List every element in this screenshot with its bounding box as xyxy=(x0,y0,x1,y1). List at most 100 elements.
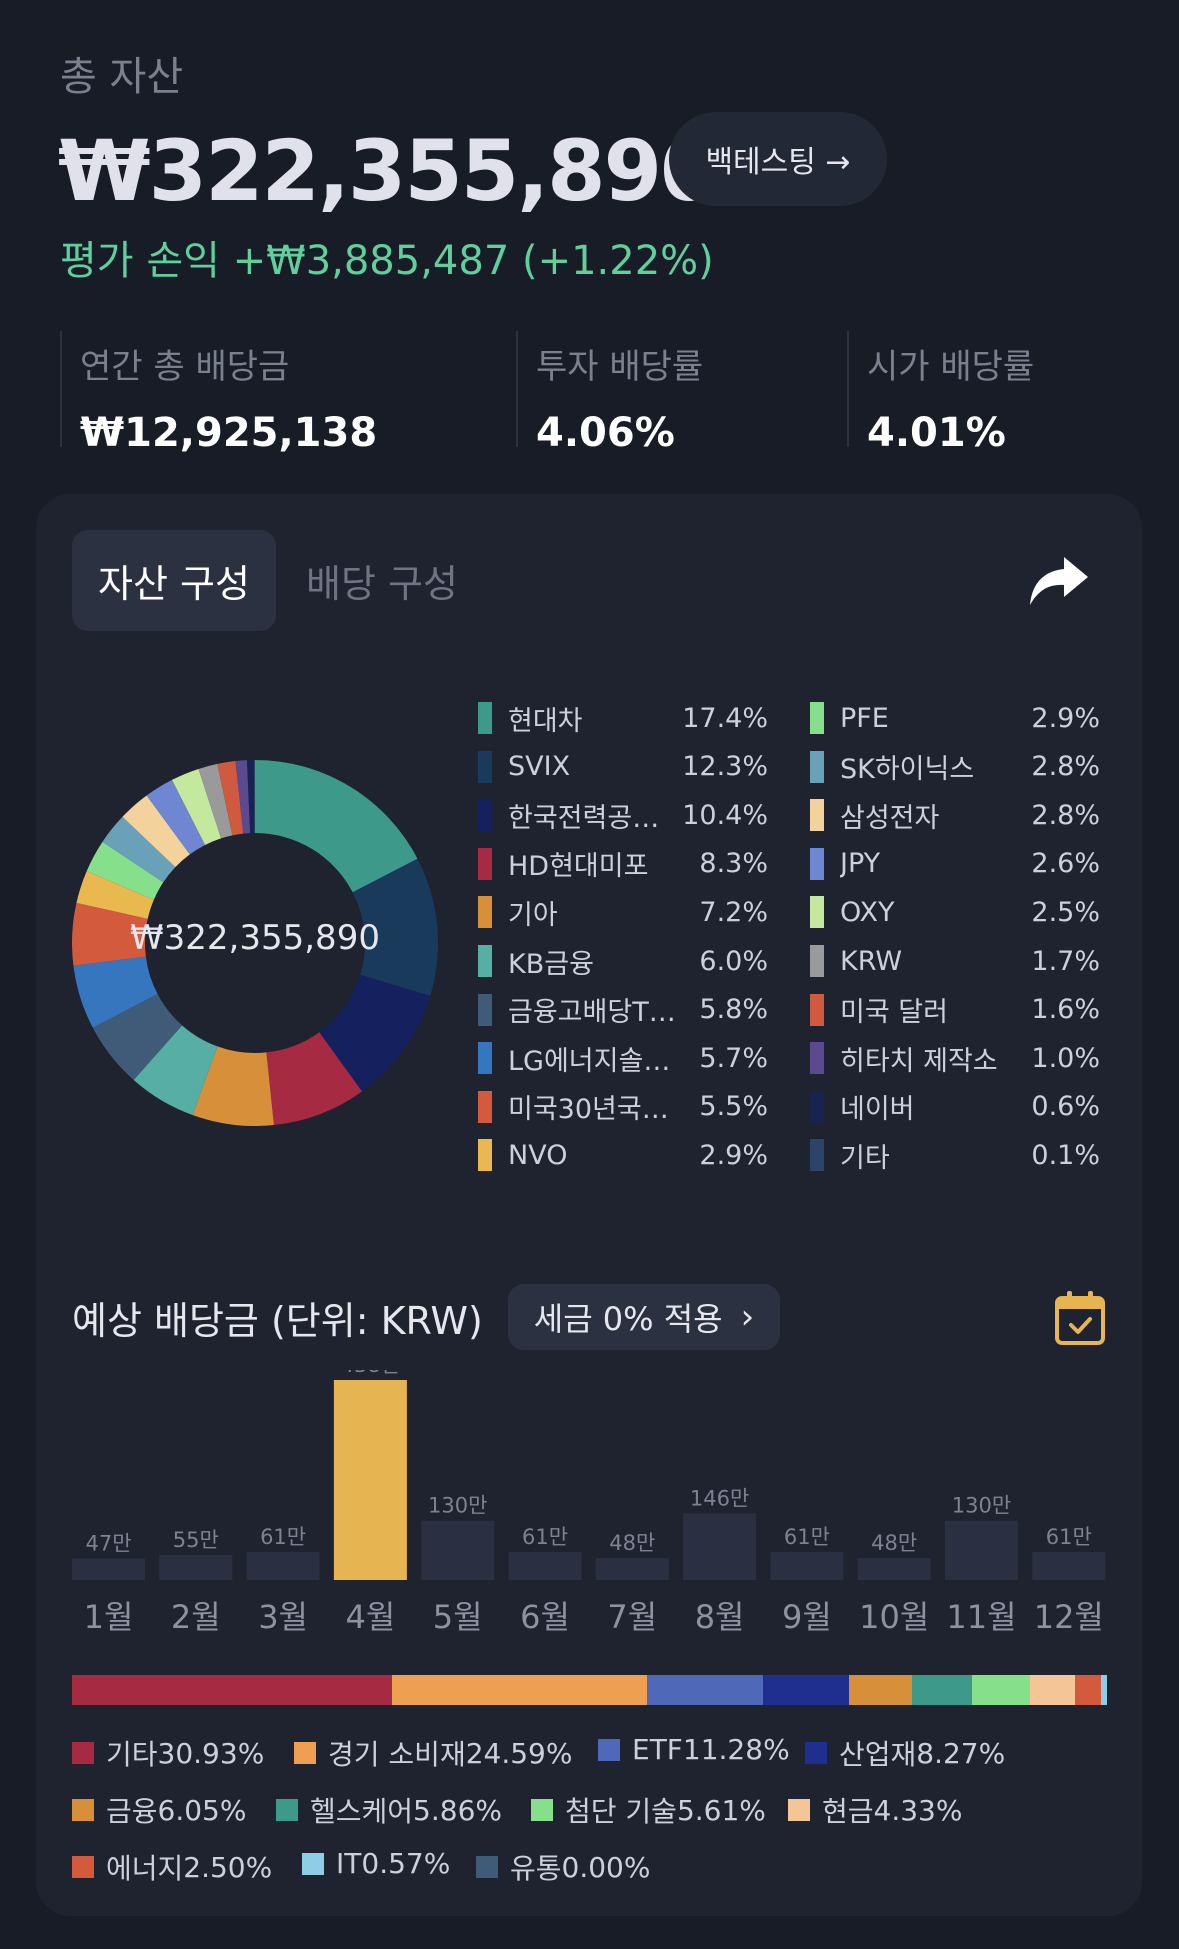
legend-swatch xyxy=(478,993,492,1026)
legend-item: JPY 2.6% xyxy=(810,840,1100,888)
bar-value-label: 47만 xyxy=(85,1532,131,1556)
sector-segment xyxy=(972,1675,1031,1705)
sector-swatch xyxy=(805,1742,827,1764)
sector-percent: 30.93% xyxy=(157,1736,265,1770)
legend-item: 미국30년국… 5.5% xyxy=(478,1083,768,1131)
monthly-dividend-bar-chart: 47만 55만 61만 438만 130만 61만 48만 146만 61만 48만 130만 61만 xyxy=(72,1370,1106,1580)
sector-legend-item: 기타 30.93% xyxy=(72,1733,264,1773)
legend-swatch xyxy=(810,702,824,734)
stat-label: 투자 배당률 xyxy=(536,347,704,387)
legend-percent: 2.8% xyxy=(1031,799,1100,831)
month-label: 11월 xyxy=(946,1598,1017,1636)
legend-percent: 5.8% xyxy=(699,994,768,1026)
legend-swatch xyxy=(810,847,824,880)
legend-swatch xyxy=(478,1042,492,1075)
legend-item: OXY 2.5% xyxy=(810,888,1100,936)
donut-slice xyxy=(235,760,251,834)
sector-legend-item: 산업재 8.27% xyxy=(805,1733,1005,1773)
legend-percent: 1.6% xyxy=(1031,994,1100,1026)
legend-percent: 7.2% xyxy=(699,896,768,928)
legend-item: 현대차 17.4% xyxy=(478,694,768,742)
sector-name: 현금 xyxy=(822,1795,874,1828)
dividend-bar[interactable] xyxy=(595,1558,669,1580)
legend-name: OXY xyxy=(840,896,895,928)
bar-value-label: 146만 xyxy=(690,1486,749,1510)
legend-percent: 0.6% xyxy=(1031,1091,1100,1123)
donut-center-value: ₩322,355,890 xyxy=(130,918,380,958)
sector-percent: 0.57% xyxy=(361,1847,451,1880)
dividend-bar[interactable] xyxy=(421,1520,495,1580)
sector-swatch xyxy=(72,1742,94,1764)
legend-item: SVIX 12.3% xyxy=(478,743,768,791)
tab-asset-composition[interactable]: 자산 구성 xyxy=(72,530,276,631)
bar-value-label: 130만 xyxy=(952,1494,1011,1518)
dividend-bar[interactable] xyxy=(72,1558,145,1580)
asset-donut-chart xyxy=(72,760,438,1126)
sector-segment xyxy=(1101,1675,1107,1705)
sector-segment xyxy=(1075,1675,1102,1705)
legend-item: KB금융 6.0% xyxy=(478,937,768,985)
legend-swatch xyxy=(810,896,824,929)
dividend-bar[interactable] xyxy=(945,1520,1018,1580)
sector-legend-item: 경기 소비재 24.59% xyxy=(294,1733,572,1773)
sector-percent: 5.61% xyxy=(676,1793,766,1827)
legend-name: KB금융 xyxy=(508,948,594,980)
sector-name: 첨단 기술 xyxy=(565,1795,677,1828)
donut-slice xyxy=(76,871,154,919)
dividend-bar[interactable] xyxy=(770,1552,844,1580)
sector-legend-item: 헬스케어 5.86% xyxy=(276,1790,502,1830)
legend-name: SK하이닉스 xyxy=(840,754,975,786)
share-icon[interactable] xyxy=(1026,553,1090,607)
dividend-bar[interactable] xyxy=(159,1554,233,1580)
legend-item: HD현대미포 8.3% xyxy=(478,840,768,888)
legend-item: 네이버 0.6% xyxy=(810,1083,1100,1131)
legend-swatch xyxy=(478,1139,492,1172)
backtest-button[interactable]: 백테스팅 → xyxy=(669,112,887,206)
legend-percent: 10.4% xyxy=(682,799,768,831)
sector-name: 기타 xyxy=(106,1738,158,1771)
bar-value-label: 55만 xyxy=(173,1528,219,1552)
sector-legend-item: 첨단 기술 5.61% xyxy=(531,1790,766,1830)
dividend-bar[interactable] xyxy=(246,1552,320,1580)
dividend-bar[interactable] xyxy=(508,1552,582,1580)
legend-swatch xyxy=(478,1090,492,1123)
bar-value-label: 61만 xyxy=(260,1525,306,1549)
sector-name: 유통 xyxy=(510,1852,562,1885)
donut-slice xyxy=(146,779,206,855)
stat-value: 4.06% xyxy=(536,410,675,456)
legend-name: 미국30년국… xyxy=(508,1094,669,1126)
legend-swatch xyxy=(810,799,824,832)
dividend-bar[interactable] xyxy=(333,1380,407,1580)
legend-swatch xyxy=(478,896,492,929)
sector-name: 에너지 xyxy=(106,1852,184,1885)
tax-setting-button[interactable]: 세금 0% 적용 › xyxy=(508,1284,780,1350)
sector-name: 헬스케어 xyxy=(310,1795,414,1828)
donut-slice xyxy=(171,768,222,845)
legend-item: NVO 2.9% xyxy=(478,1131,768,1179)
sector-segment xyxy=(849,1675,912,1705)
tab-dividend-composition[interactable]: 배당 구성 xyxy=(306,562,458,606)
legend-percent: 2.9% xyxy=(1031,702,1100,734)
donut-slice xyxy=(266,1032,363,1126)
legend-item: 한국전력공… 10.4% xyxy=(478,791,768,839)
calendar-check-icon[interactable] xyxy=(1054,1290,1106,1346)
dividend-bar[interactable] xyxy=(1032,1552,1106,1580)
sector-percent: 2.50% xyxy=(183,1850,273,1884)
month-label: 8월 xyxy=(694,1598,745,1636)
legend-swatch xyxy=(810,945,824,977)
dividend-bar[interactable] xyxy=(857,1558,931,1580)
sector-percent: 6.05% xyxy=(157,1793,247,1827)
legend-name: PFE xyxy=(840,702,889,734)
sector-swatch xyxy=(72,1799,94,1821)
dividend-bar[interactable] xyxy=(683,1513,757,1580)
stat-label: 시가 배당률 xyxy=(867,347,1035,387)
donut-slice xyxy=(255,760,418,893)
sector-percent: 0.00% xyxy=(561,1850,651,1884)
dividend-section-title: 예상 배당금 (단위: KRW) xyxy=(72,1299,483,1343)
legend-item: 기아 7.2% xyxy=(478,888,768,936)
sector-name: 경기 소비재 xyxy=(328,1738,466,1771)
sector-segment xyxy=(72,1675,393,1705)
legend-percent: 8.3% xyxy=(699,848,768,880)
sector-legend-item: 에너지 2.50% xyxy=(72,1847,272,1887)
unrealized-pnl: 평가 손익 +₩3,885,487 (+1.22%) xyxy=(60,238,714,284)
